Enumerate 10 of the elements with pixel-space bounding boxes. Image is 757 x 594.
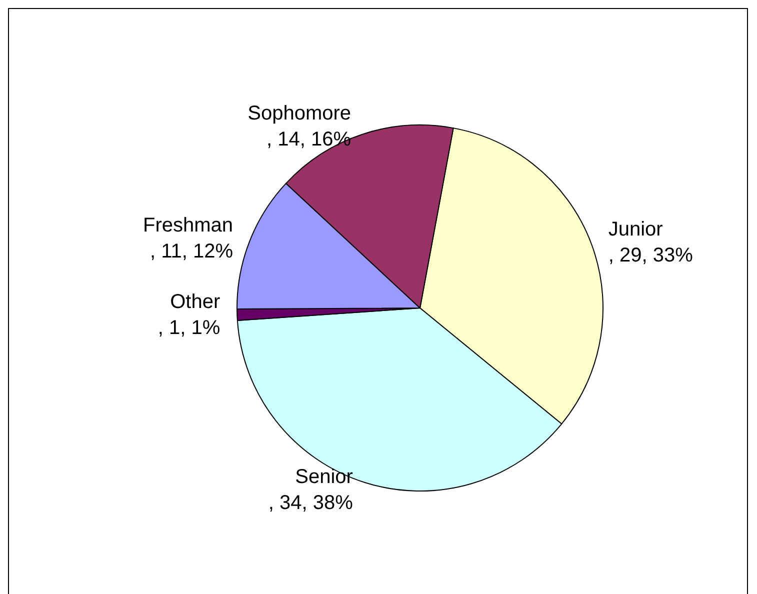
slice-label: Sophomore	[248, 102, 352, 125]
slice-label: Other	[170, 291, 220, 313]
data-label: , 14, 16%	[266, 128, 352, 151]
data-label: , 11, 12%	[150, 240, 234, 263]
slice-label: Freshman	[143, 214, 234, 237]
slice-label: Junior	[608, 218, 664, 240]
data-label: , 1, 1%	[158, 317, 220, 339]
data-label: , 34, 38%	[268, 492, 354, 514]
data-label: , 29, 33%	[608, 244, 694, 266]
slice-label: Senior	[295, 466, 354, 488]
